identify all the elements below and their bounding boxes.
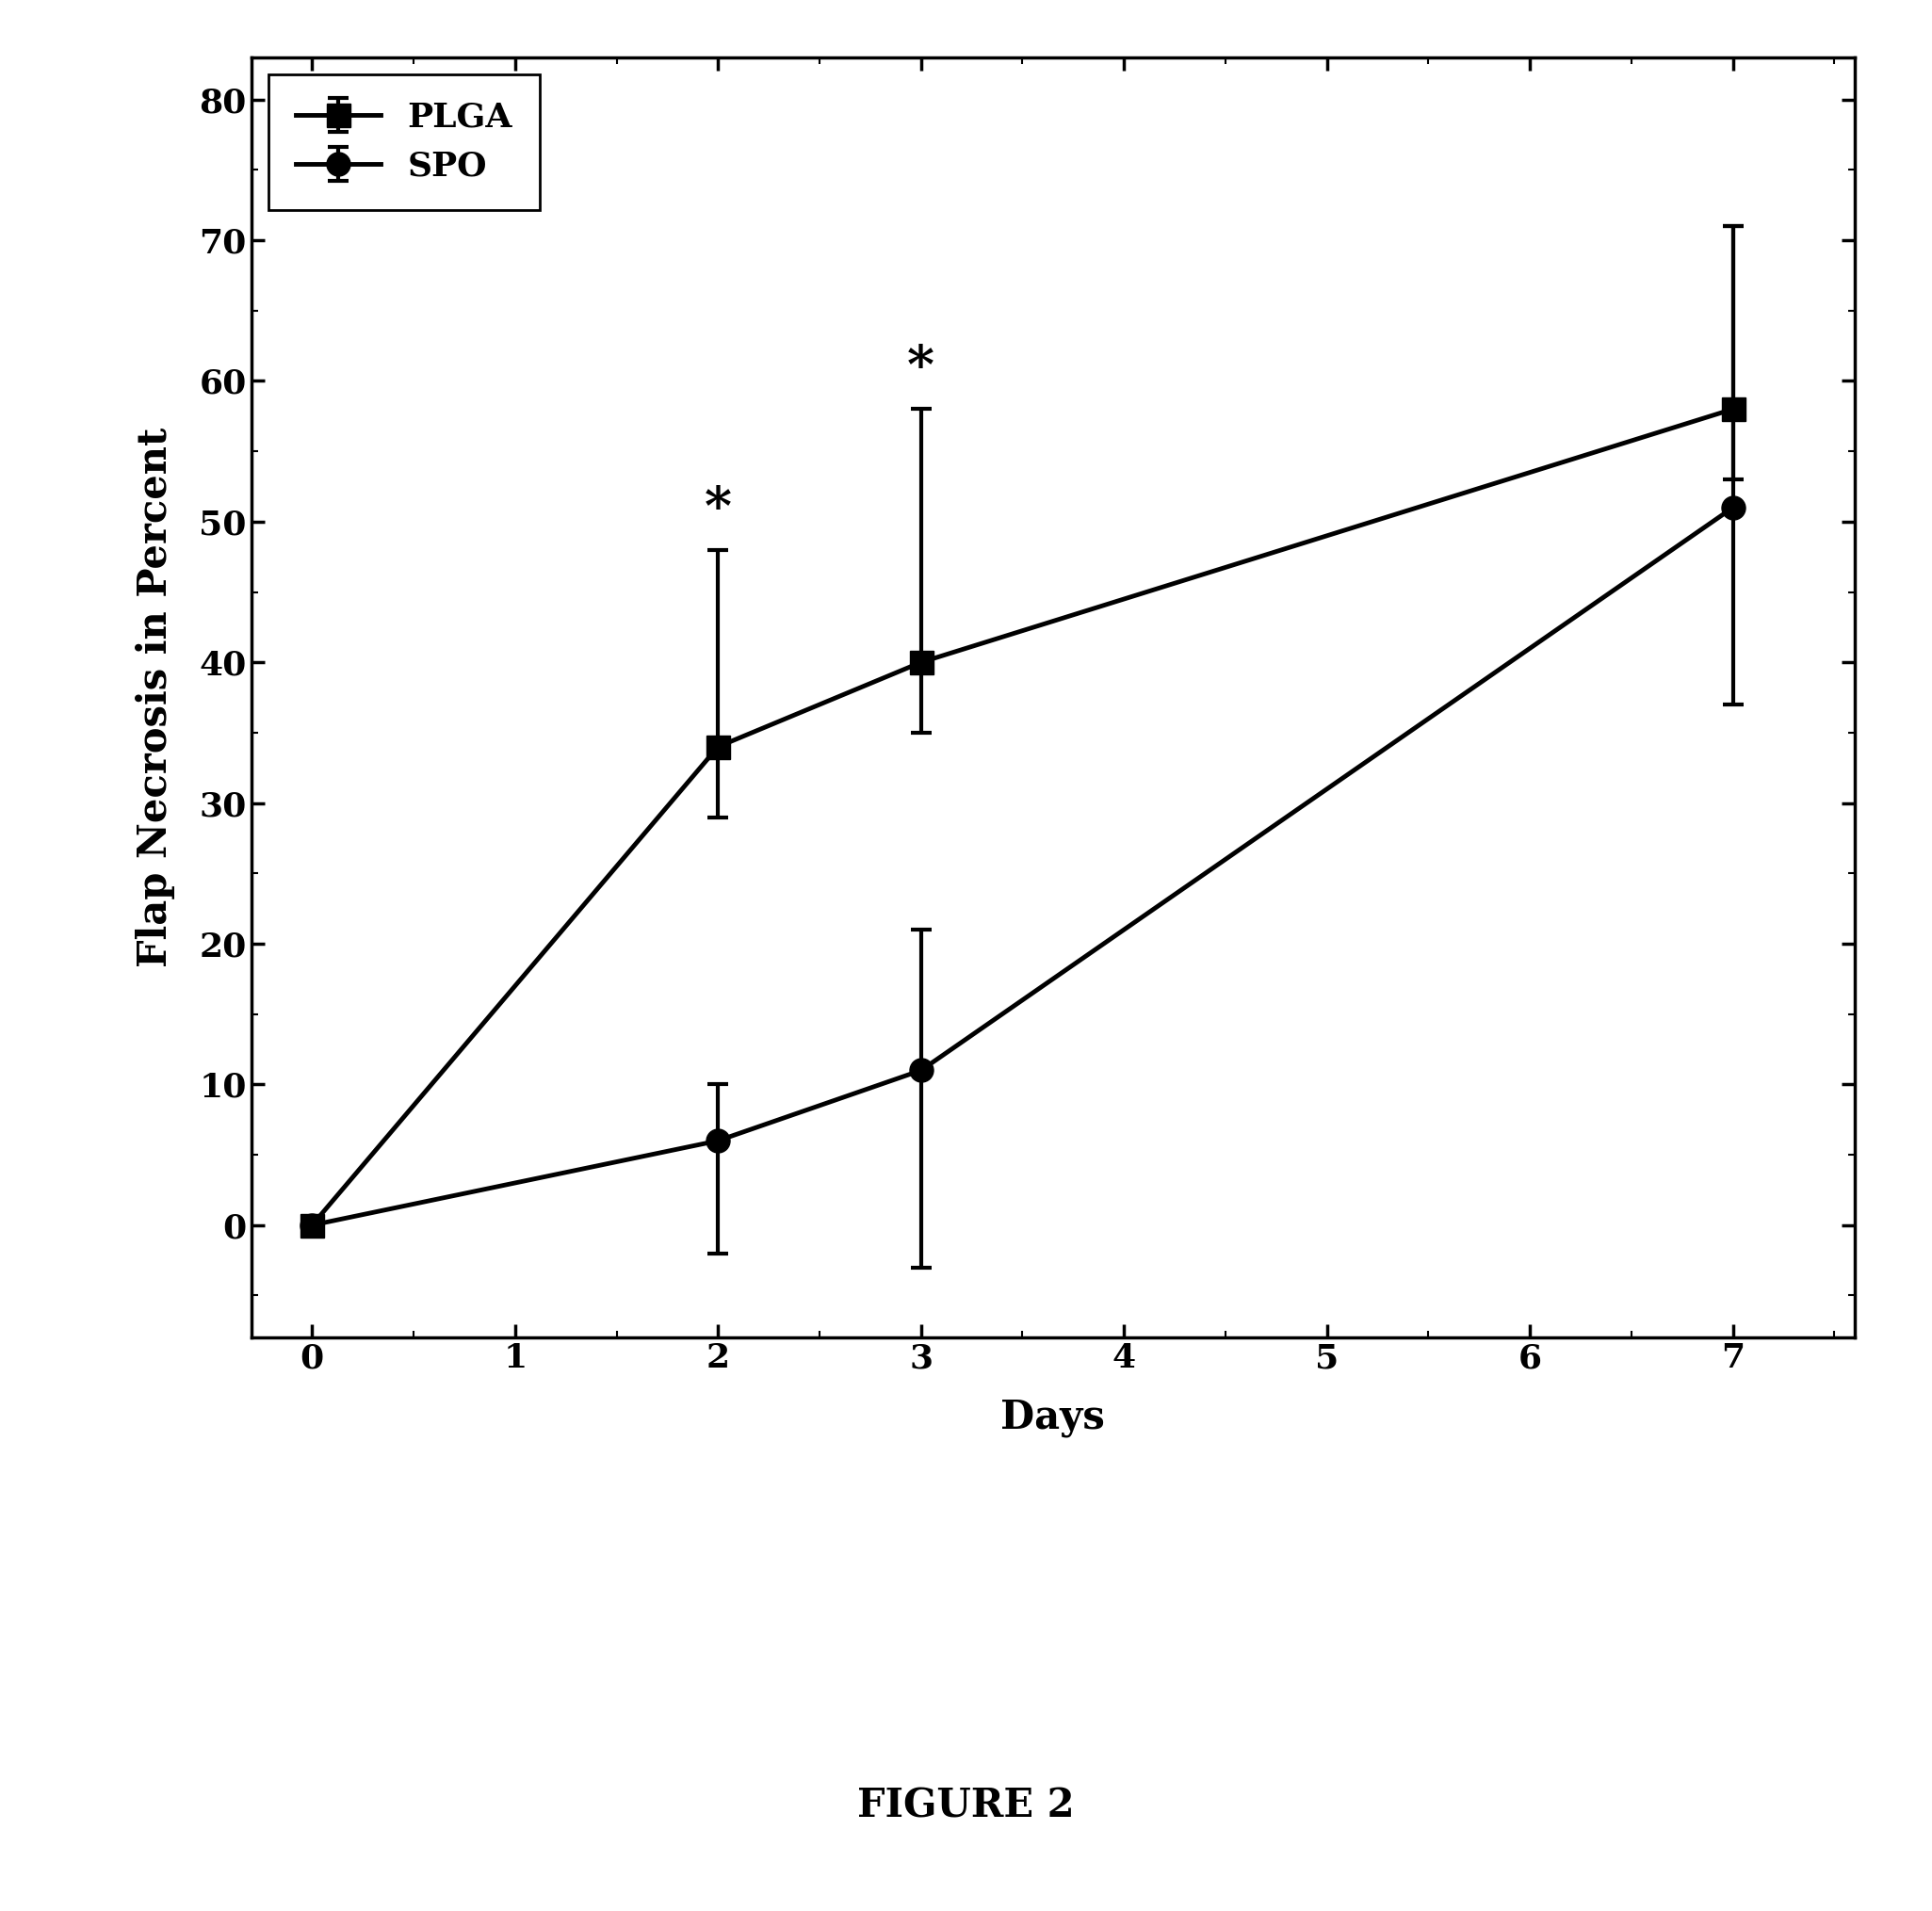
Legend: PLGA, SPO: PLGA, SPO: [269, 75, 539, 210]
Text: *: *: [908, 344, 935, 396]
X-axis label: Days: Days: [1001, 1397, 1105, 1437]
Y-axis label: Flap Necrosis in Percent: Flap Necrosis in Percent: [135, 428, 176, 967]
Text: *: *: [705, 483, 732, 535]
Text: FIGURE 2: FIGURE 2: [858, 1787, 1074, 1825]
